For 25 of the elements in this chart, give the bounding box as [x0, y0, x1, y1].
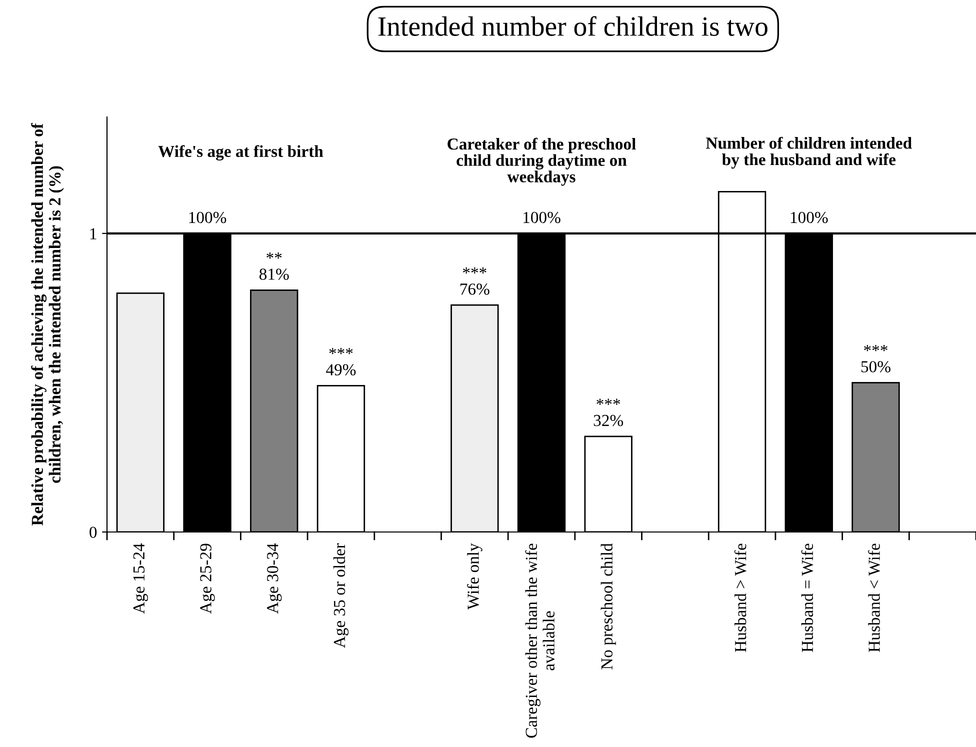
data-label: 100% — [524, 212, 560, 224]
x-tick-label: Age 25-29 — [200, 544, 215, 614]
annotation: Number of children intended by the husband and wife — [706, 136, 912, 169]
x-tick-label: No preschool child — [600, 543, 616, 670]
data-label: *** 49% — [326, 348, 356, 376]
chart-title: Intended number of children is two — [378, 16, 768, 36]
annotation: Wife's age at first birth — [158, 145, 324, 161]
x-tick-label: Husband < Wife — [868, 544, 880, 652]
x-tick-label: Age 35 or older — [333, 543, 349, 648]
x-tick-label: Age 30-34 — [266, 543, 282, 614]
annotation: Caretaker of the preschool child during daytime on weekdays — [448, 138, 636, 186]
x-tick-label: Caregiver other than the wife available — [525, 544, 554, 738]
data-label: *** 50% — [861, 345, 890, 372]
x-tick-label: Wife only — [466, 543, 482, 610]
y-tick-label: 0 — [90, 526, 97, 538]
x-tick-label: Husband > Wife — [734, 544, 746, 652]
data-label: 100% — [189, 212, 226, 224]
x-tick-label: Age 15-24 — [133, 543, 148, 614]
x-tick-label: Husband = Wife — [801, 544, 814, 652]
y-axis-title: Relative probability of achieving the intended number of children, when the intended number is 2 (%) — [31, 123, 64, 526]
y-tick-label: 1 — [90, 228, 96, 240]
data-label: *** 32% — [594, 398, 624, 426]
data-label: *** 76% — [460, 267, 490, 295]
data-label: 100% — [790, 212, 828, 224]
data-label: ** 81% — [259, 252, 289, 280]
